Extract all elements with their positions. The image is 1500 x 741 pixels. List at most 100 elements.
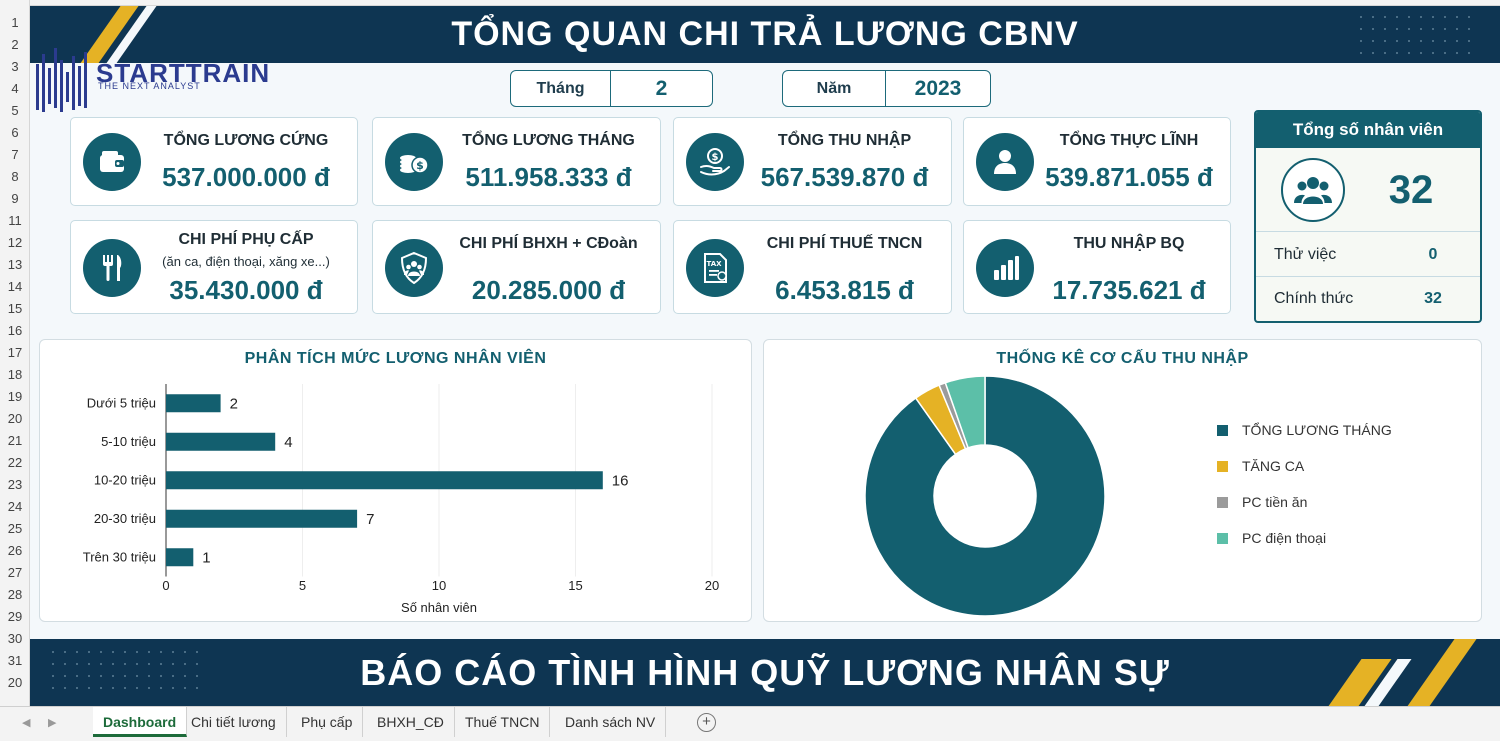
row-number[interactable]: 28 [7,587,23,602]
row-number[interactable]: 13 [7,257,23,272]
dot [124,687,126,689]
dot [148,663,150,665]
row-number[interactable]: 30 [7,631,23,646]
row-number[interactable]: 26 [7,543,23,558]
sheet-tab-bar: ◀ ▶ Dashboard Chi tiết lương Phụ cấp BHX… [0,706,1500,741]
donut-slice [944,375,986,449]
dot [1456,16,1458,18]
card-value: 537.000.000 đ [162,162,330,192]
row-number[interactable]: 14 [7,279,23,294]
income-donut-chart-panel: THỐNG KÊ CƠ CẤU THU NHẬP TỔNG LƯƠNG THÁN… [763,339,1482,622]
row-number[interactable]: 11 [8,213,22,228]
tab-salary-detail[interactable]: Chi tiết lương [181,707,287,737]
dot [148,687,150,689]
row-number[interactable]: 12 [7,235,23,250]
row-number[interactable]: 9 [11,191,19,206]
fork-knife-icon [83,239,141,297]
row-number[interactable]: 17 [7,345,23,360]
dot [100,687,102,689]
card-value: 17.735.621 đ [1052,275,1206,305]
dot [160,663,162,665]
tab-scroll-left-icon[interactable]: ◀ [22,717,31,729]
kpi-card-tax: TAX CHI PHÍ THUẾ TNCN 6.453.815 đ [673,220,952,314]
dot [172,663,174,665]
row-number[interactable]: 27 [7,565,23,580]
row-number[interactable]: 16 [7,323,23,338]
tab-allowance[interactable]: Phụ cấp [291,707,364,737]
dot [124,663,126,665]
row-number[interactable]: 8 [11,169,19,184]
kpi-card-base-salary: TỔNG LƯƠNG CỨNG 537.000.000 đ [70,117,358,206]
row-number[interactable]: 22 [7,455,23,470]
row-number[interactable]: 21 [7,433,23,448]
dot [1360,40,1362,42]
add-sheet-icon[interactable]: + [697,713,716,732]
dot [172,675,174,677]
dot [112,651,114,653]
dot [136,651,138,653]
dot [1372,28,1374,30]
dot [1396,40,1398,42]
kpi-card-insurance: CHI PHÍ BHXH + CĐoàn 20.285.000 đ [372,220,661,314]
legend-label: TỔNG LƯƠNG THÁNG [1242,421,1392,438]
dot [1444,28,1446,30]
row-number[interactable]: 3 [11,59,19,74]
tab-employee-list[interactable]: Danh sách NV [555,707,667,737]
kpi-card-monthly-salary: $ TỔNG LƯƠNG THÁNG 511.958.333 đ [372,117,661,206]
legend-swatch [1217,461,1228,472]
row-number[interactable]: 5 [11,103,19,118]
row-number[interactable]: 29 [7,609,23,624]
card-value: 567.539.870 đ [760,162,929,192]
shield-people-icon [385,239,443,297]
legend-label: PC tiền ăn [1242,494,1307,510]
dot [160,675,162,677]
logo-tagline: THE NEXT ANALYST [98,81,201,91]
tab-scroll-right-icon[interactable]: ▶ [48,717,57,729]
employee-summary-title: Tổng số nhân viên [1256,112,1480,148]
month-filter[interactable]: Tháng 2 [510,70,713,107]
row-number[interactable]: 18 [7,367,23,382]
dot [1468,52,1470,54]
dot [64,687,66,689]
dot [1456,52,1458,54]
kpi-card-total-income: $ TỔNG THU NHẬP 567.539.870 đ [673,117,952,206]
logo-bars-icon [36,48,87,112]
tab-tax[interactable]: Thuế TNCN [455,707,551,737]
row-number[interactable]: 20 [7,411,23,426]
tab-dashboard[interactable]: Dashboard [93,707,188,737]
svg-text:TAX: TAX [706,260,722,268]
row-number[interactable]: 1 [11,15,19,30]
row-number[interactable]: 15 [7,301,23,316]
month-filter-value[interactable]: 2 [655,76,668,100]
year-filter-value[interactable]: 2023 [914,76,962,100]
dot [184,663,186,665]
tab-insurance[interactable]: BHXH_CĐ [367,707,455,737]
employee-total-value: 32 [1388,168,1434,212]
row-number[interactable]: 20 [7,675,23,690]
legend-swatch [1217,533,1228,544]
row-number[interactable]: 19 [7,389,23,404]
dot [1360,28,1362,30]
row-number[interactable]: 7 [11,147,19,162]
row-number[interactable]: 6 [11,125,19,140]
row-number[interactable]: 25 [7,521,23,536]
dot [1444,52,1446,54]
row-header-column: 1 2 3 4 5 6 7 8 9 11 12 13 14 15 16 17 18 19 20 21 22 23 24 25 2… [0,0,30,706]
year-filter[interactable]: Năm 2023 [782,70,991,107]
row-number[interactable]: 23 [7,477,23,492]
dot [1468,16,1470,18]
row-number[interactable]: 24 [7,499,23,514]
dot [160,651,162,653]
y-category-label: 10-20 triệu [94,472,156,487]
dot [172,651,174,653]
card-value: 539.871.055 đ [1045,162,1213,192]
x-tick-label: 0 [162,578,169,593]
dot [1372,40,1374,42]
dot [1456,28,1458,30]
row-number[interactable]: 2 [11,37,19,52]
x-tick-label: 20 [705,578,719,593]
dot [160,687,162,689]
row-number[interactable]: 4 [11,81,19,96]
row-number[interactable]: 31 [7,653,23,668]
dot [184,675,186,677]
